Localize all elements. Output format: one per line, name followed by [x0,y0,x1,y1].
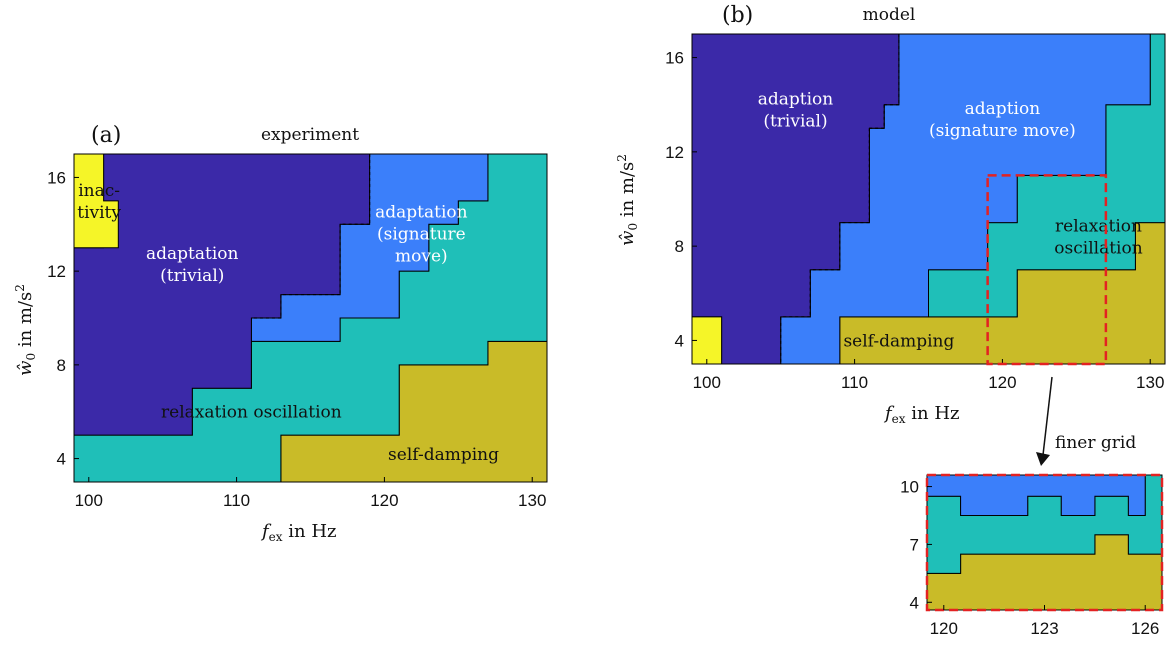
b-region-label: (signature move) [929,121,1076,141]
a-region-label: tivity [77,203,121,223]
a-plot-frame [73,153,548,483]
zoom-arrow [1036,376,1053,466]
a-region-label: relaxation oscillation [161,403,342,423]
a-region-label: adaptation [146,244,239,264]
inset-region-adaption-signature-move- [926,474,1146,516]
inset-xtick-label: 120 [930,619,958,638]
b-ytick-label: 8 [675,237,684,256]
b-xtick-label: 120 [988,373,1016,392]
inset-finer-grid: 120 123 126 4 7 10 [900,473,1164,638]
a-ytick-label: 16 [47,168,66,187]
inset-ytick-label: 7 [910,535,919,554]
b-region-label: relaxation [1055,217,1142,237]
a-region-label: self-damping [388,445,499,465]
b-region-label: adaption [758,89,834,109]
a-region-label: adaptation [375,203,468,223]
b-plot-frame [691,33,1166,365]
inset-ytick-label: 10 [900,478,919,497]
a-region-label: (trivial) [160,266,224,286]
b-region-label: (trivial) [763,111,827,131]
a-ytick-label: 12 [47,262,66,281]
a-ytick-label: 4 [57,450,66,469]
b-xtick-label: 130 [1136,373,1164,392]
a-region-label: move) [395,247,448,267]
a-xtick-label: 130 [518,491,546,510]
b-region-label: self-damping [843,331,954,351]
inset-xtick-label: 123 [1030,619,1058,638]
xlabel-a: fex in Hz [260,521,337,544]
ylabel-a: ŵ0 in m/s2 [13,284,38,376]
inset-ytick-label: 4 [910,593,919,612]
panel-a-title: experiment [261,125,359,145]
a-xtick-label: 110 [223,491,250,510]
a-region-label: (signature [377,225,466,245]
b-ytick-label: 4 [675,331,684,350]
b-region-label: adaption [965,99,1041,119]
a-xtick-label: 100 [75,491,103,510]
inset-plot-frame [925,473,1164,612]
a-region-label: inac- [78,181,120,201]
b-region-label: oscillation [1054,239,1142,259]
ylabel-b: ŵ0 in m/s2 [615,154,640,246]
xlabel-b: fex in Hz [883,403,960,426]
inset-xtick-label: 126 [1131,619,1159,638]
panel-a-experiment: self-damping relaxation oscillation adapta… [47,153,548,510]
b-ytick-label: 16 [665,49,684,68]
a-xtick-label: 120 [370,491,398,510]
a-ytick-label: 8 [57,356,66,375]
panel-b-title: model [863,5,916,25]
b-zoom-box [986,174,1108,366]
b-xtick-label: 100 [693,373,721,392]
panel-a-letter: (a) [91,123,121,148]
panel-b-letter: (b) [722,3,753,28]
b-xtick-label: 110 [841,373,868,392]
finer-grid-label: finer grid [1055,433,1136,453]
b-ytick-label: 12 [665,143,684,162]
